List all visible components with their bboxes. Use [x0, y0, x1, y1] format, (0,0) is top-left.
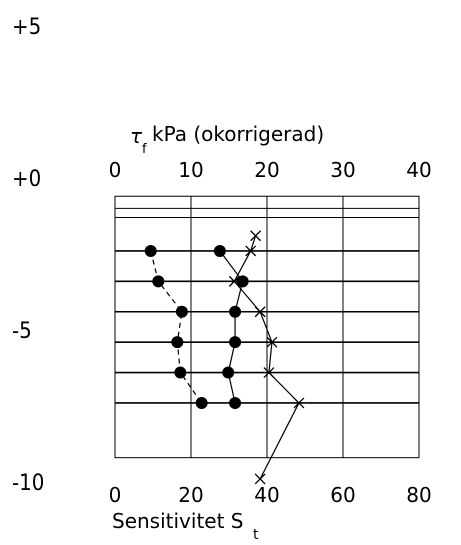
- data-point-dot: [152, 275, 165, 288]
- data-point-dot: [222, 366, 235, 379]
- shear-strength-subscript: f: [142, 142, 147, 157]
- series-line: [219, 250, 244, 404]
- series-line: [150, 250, 203, 404]
- data-point-dot: [144, 244, 157, 257]
- depth-label: +0: [12, 167, 41, 192]
- data-point-dot: [174, 366, 187, 379]
- data-point-cross: [228, 275, 240, 287]
- bottom-tick-label: 80: [406, 483, 431, 507]
- depth-label: -10: [12, 471, 44, 496]
- bottom-axis-title: Sensitivitet S: [112, 509, 243, 533]
- cross-stroke: [254, 473, 266, 485]
- data-point-dot: [229, 336, 242, 349]
- top-tick-label: 10: [178, 158, 203, 182]
- top-tick-label: 20: [254, 158, 279, 182]
- data-point-dot: [236, 275, 249, 288]
- bottom-tick-label: 60: [330, 483, 355, 507]
- top-tick-label: 30: [330, 158, 355, 182]
- data-point-dot: [195, 396, 208, 409]
- bottom-tick-label: 40: [254, 483, 279, 507]
- data-point-cross: [293, 397, 305, 409]
- cross-stroke: [266, 336, 278, 348]
- data-point-cross: [245, 245, 257, 257]
- bottom-axis-ticks: 0 20 40 60 80: [109, 483, 432, 507]
- cross-stroke: [228, 275, 240, 287]
- data-point-dot: [229, 305, 242, 318]
- cross-stroke: [263, 367, 275, 379]
- data-point-dot: [213, 244, 226, 257]
- top-tick-label: 0: [109, 158, 122, 182]
- data-point-dot: [171, 336, 184, 349]
- bottom-tick-label: 0: [109, 483, 122, 507]
- depth-axis-labels: +5 +0 -5 -10: [12, 15, 44, 496]
- depth-label: +5: [12, 15, 41, 40]
- top-tick-label: 40: [406, 158, 431, 182]
- series-group: [144, 230, 305, 485]
- data-point-dot: [175, 305, 188, 318]
- cross-stroke: [254, 306, 266, 318]
- bottom-axis-subscript: t: [253, 527, 259, 543]
- top-axis-ticks: 0 10 20 30 40: [109, 158, 432, 182]
- cross-stroke: [250, 230, 262, 242]
- grid: [114, 195, 420, 459]
- data-point-cross: [250, 230, 262, 242]
- data-point-cross: [263, 367, 275, 379]
- cross-stroke: [293, 397, 305, 409]
- data-point-cross: [254, 306, 266, 318]
- data-point-cross: [266, 336, 278, 348]
- cross-stroke: [245, 245, 257, 257]
- data-point-cross: [254, 473, 266, 485]
- data-point-dot: [229, 396, 242, 409]
- shear-strength-symbol: τ: [130, 124, 143, 148]
- depth-label: -5: [12, 319, 32, 344]
- bottom-tick-label: 20: [178, 483, 203, 507]
- top-axis-title: kPa (okorrigerad): [152, 122, 324, 146]
- series-line: [233, 235, 300, 480]
